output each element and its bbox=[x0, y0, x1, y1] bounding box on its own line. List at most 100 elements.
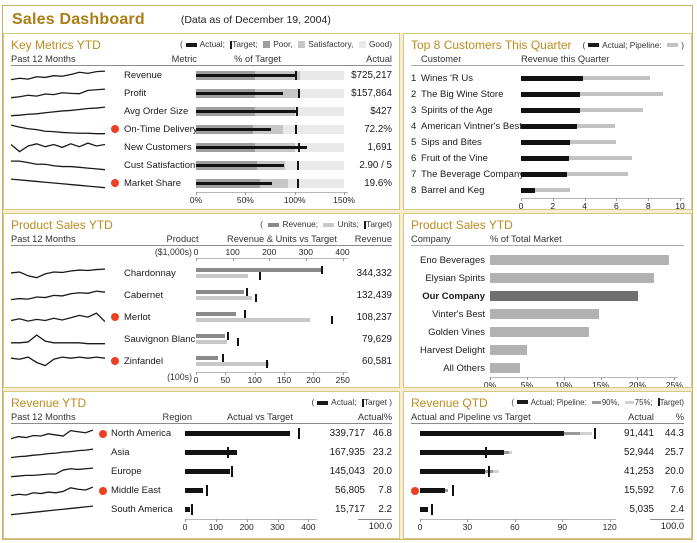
market-share-rows: Eno Beverages Elysian Spirits Our Compan… bbox=[411, 251, 684, 377]
percent-axis: 0% 50% 100% 150% bbox=[190, 192, 355, 205]
company-label: All Others bbox=[443, 362, 485, 374]
pipeline-75-bar bbox=[579, 432, 593, 435]
sparkline-chart bbox=[11, 465, 93, 479]
qtd-row: 41,253 20.0 bbox=[411, 462, 684, 481]
actual-value: 52,944 bbox=[624, 447, 654, 458]
region-rows: North America 339,717 46.8 Asia 167,935 … bbox=[11, 424, 392, 519]
customer-row: 6 Fruit of the Vine bbox=[411, 150, 684, 166]
company-row: All Others bbox=[411, 359, 684, 377]
bullet-chart bbox=[196, 142, 348, 152]
customer-rows: 1 Wines 'R Us 2 The Big Wine Store 3 Spi… bbox=[411, 70, 684, 198]
metric-label: Market Share bbox=[124, 177, 182, 189]
key-metric-row: Profit $157,864 bbox=[11, 84, 392, 102]
revenue-units-chart bbox=[196, 310, 348, 324]
market-share-bar bbox=[490, 327, 589, 337]
company-label: Vinter's Best bbox=[432, 308, 485, 320]
revenue-value: 79,629 bbox=[362, 333, 392, 345]
alert-icon bbox=[111, 179, 119, 187]
actual-bar bbox=[521, 75, 584, 81]
units-bar bbox=[196, 340, 227, 344]
actual-swatch-icon bbox=[185, 42, 197, 47]
actual-bar bbox=[521, 139, 571, 145]
units-target-tick bbox=[259, 272, 262, 280]
panel-revenue-qtd: Revenue QTD ( Actual; Pipeline: 90%, 75%… bbox=[403, 391, 692, 539]
page-title: Sales Dashboard bbox=[12, 10, 145, 28]
bullet-chart bbox=[196, 160, 348, 170]
qtd-rows: 91,441 44.3 52,944 25.7 41,253 20.0 15 bbox=[411, 424, 684, 519]
panel-grid: Key Metrics YTD ( Actual; Target; Poor, … bbox=[3, 33, 692, 539]
company-row: Elysian Spirits bbox=[411, 269, 684, 287]
actual-bar bbox=[185, 469, 230, 474]
actual-value: 167,935 bbox=[329, 447, 365, 458]
units-target-tick bbox=[266, 360, 269, 368]
actual-swatch-icon bbox=[317, 400, 329, 405]
units-axis-unit: (100s) bbox=[167, 372, 192, 382]
rank-label: 4 bbox=[411, 120, 417, 132]
revenue-bar-chart bbox=[521, 171, 684, 178]
target-tick bbox=[593, 428, 596, 439]
actual-bar bbox=[196, 91, 283, 95]
revenue-bar bbox=[196, 290, 245, 294]
actual-bar bbox=[185, 488, 203, 493]
good-band bbox=[299, 70, 345, 80]
region-row: Europe 145,043 20.0 bbox=[11, 462, 392, 481]
market-share-bar bbox=[490, 255, 669, 265]
target-tick bbox=[296, 178, 299, 188]
column-headers: Customer Revenue this Quarter bbox=[411, 52, 684, 66]
actual-pipeline-chart bbox=[420, 447, 616, 458]
percent-value: 44.3 bbox=[664, 428, 684, 439]
pipeline-75-swatch-icon bbox=[624, 400, 634, 404]
pipeline-90-bar bbox=[444, 489, 448, 492]
actual-bar bbox=[521, 91, 580, 97]
good-band bbox=[287, 178, 345, 188]
good-band bbox=[282, 124, 345, 134]
actual-value: $725,217 bbox=[351, 69, 392, 81]
panel-revenue-ytd: Revenue YTD ( Actual; Target ) Past 12 M… bbox=[3, 391, 400, 539]
actual-bar bbox=[420, 450, 504, 455]
customer-row: 7 The Beverage Company bbox=[411, 166, 684, 182]
revenue-value: 60,581 bbox=[362, 355, 392, 367]
target-tick bbox=[295, 106, 298, 116]
dashboard-header: Sales Dashboard (Data as of December 19,… bbox=[3, 6, 692, 33]
revenue-axis: 0 100 200 300 400 bbox=[183, 519, 317, 532]
market-share-chart bbox=[490, 327, 684, 337]
customer-name: Wines 'R Us bbox=[421, 72, 473, 84]
actual-bar bbox=[521, 107, 580, 113]
pipeline-90-bar bbox=[564, 432, 580, 435]
panel-title: Product Sales YTD bbox=[411, 217, 513, 232]
actual-vs-target-chart bbox=[185, 428, 317, 439]
rank-label: 5 bbox=[411, 136, 417, 148]
metric-label: Revenue bbox=[124, 69, 163, 81]
revenue-target-tick bbox=[320, 266, 323, 274]
actual-bar bbox=[185, 507, 190, 512]
revenue-value: 108,237 bbox=[356, 311, 392, 323]
good-band bbox=[294, 106, 345, 116]
panel-key-metrics: Key Metrics YTD ( Actual; Target; Poor, … bbox=[3, 33, 400, 210]
region-label: Europe bbox=[111, 466, 142, 477]
revenue-target-tick bbox=[226, 332, 229, 340]
revenue-bar-chart bbox=[521, 187, 684, 194]
customer-row: 1 Wines 'R Us bbox=[411, 70, 684, 86]
pipeline-75-bar bbox=[492, 470, 500, 473]
percent-value: 46.8 bbox=[372, 428, 392, 439]
rank-label: 1 bbox=[411, 72, 417, 84]
percent-value: 2.4 bbox=[670, 504, 684, 515]
actual-bar bbox=[521, 155, 569, 161]
actual-vs-target-chart bbox=[185, 466, 317, 477]
units-target-tick bbox=[254, 294, 257, 302]
actual-bar bbox=[420, 431, 565, 436]
revenue-axis-unit: ($1,000s) bbox=[154, 247, 192, 257]
company-label: Our Company bbox=[422, 290, 485, 302]
legend: ( Actual; Pipeline: 90%, 75%; Target) bbox=[511, 397, 684, 407]
pipeline-swatch-icon bbox=[666, 42, 678, 47]
market-share-bar bbox=[490, 291, 639, 301]
actual-value: 5,035 bbox=[629, 504, 654, 515]
product-label: Chardonnay bbox=[124, 267, 176, 279]
customer-name: Spirits of the Age bbox=[421, 104, 493, 116]
legend: ( Actual; Pipeline: ) bbox=[582, 39, 684, 50]
metric-label: Cust Satisfaction bbox=[124, 159, 196, 171]
actual-value: 41,253 bbox=[624, 466, 654, 477]
column-headers: Actual and Pipeline vs Target Actual % bbox=[411, 412, 684, 424]
market-share-bar bbox=[490, 363, 520, 373]
revenue-axis: 0 30 60 90 120 bbox=[418, 519, 617, 532]
